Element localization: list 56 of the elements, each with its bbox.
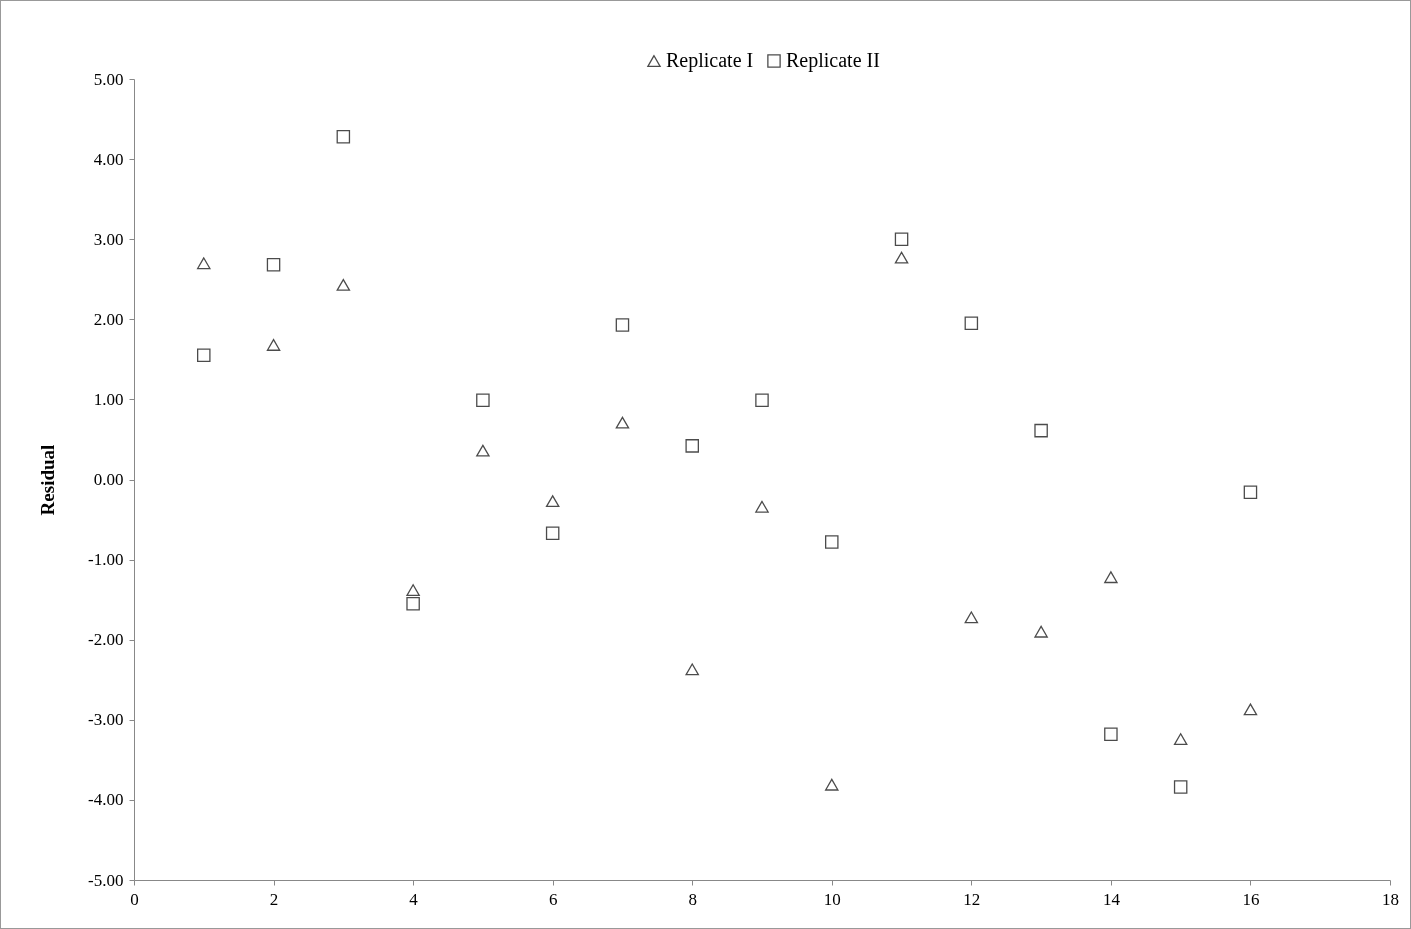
- x-tick-label: 2: [269, 889, 279, 909]
- point: [1104, 727, 1118, 741]
- point: [755, 393, 769, 407]
- point: [1173, 733, 1188, 745]
- point: [964, 316, 979, 331]
- point: [197, 348, 211, 363]
- point: [755, 500, 769, 513]
- point: [894, 251, 909, 264]
- point: [1034, 625, 1048, 638]
- y-axis-title: Residual: [37, 444, 59, 516]
- point: [685, 439, 699, 453]
- point: [476, 393, 490, 407]
- point: [825, 535, 839, 549]
- point: [825, 778, 839, 791]
- x-tick-label: 8: [688, 889, 697, 909]
- point: [1243, 485, 1258, 500]
- legend-label: Replicate I: [666, 49, 754, 72]
- x-tick-label: 6: [548, 889, 558, 909]
- y-tick-label: -4.00: [88, 790, 124, 810]
- x-tick-label: 0: [130, 889, 139, 909]
- point: [964, 611, 979, 624]
- point: [685, 663, 699, 676]
- y-tick-label: 1.00: [93, 389, 124, 409]
- x-tick-label: 18: [1382, 889, 1399, 909]
- y-tick-label: -2.00: [88, 630, 124, 650]
- y-tick-label: -3.00: [88, 710, 124, 730]
- point: [1173, 780, 1188, 794]
- x-tick-label: 4: [409, 889, 419, 909]
- point: [406, 584, 420, 596]
- x-tick-label: 12: [963, 889, 981, 909]
- point: [197, 257, 211, 270]
- point: [1104, 571, 1118, 584]
- point: [545, 526, 560, 540]
- y-tick-label: 0.00: [93, 470, 124, 489]
- legend-label: Replicate II: [786, 49, 880, 72]
- point: [266, 338, 281, 351]
- point: [336, 278, 351, 291]
- x-tick-label: 16: [1242, 889, 1260, 909]
- point: [406, 596, 420, 611]
- y-tick-label: -1.00: [88, 550, 124, 570]
- y-tick-label: 3.00: [93, 229, 124, 249]
- x-tick-label: 10: [823, 889, 841, 909]
- y-tick-label: 4.00: [93, 149, 124, 169]
- point: [266, 258, 281, 272]
- y-tick-label: -5.00: [88, 870, 124, 890]
- point: [545, 495, 560, 508]
- point: [1034, 423, 1048, 438]
- point: [1243, 703, 1258, 716]
- point: [476, 444, 490, 457]
- y-tick-label: 2.00: [93, 309, 124, 329]
- point: [894, 232, 909, 246]
- y-tick-label: 5.00: [93, 69, 124, 89]
- point: [615, 416, 630, 429]
- point: [615, 318, 630, 332]
- x-tick-label: 14: [1102, 889, 1121, 909]
- point: [336, 129, 351, 144]
